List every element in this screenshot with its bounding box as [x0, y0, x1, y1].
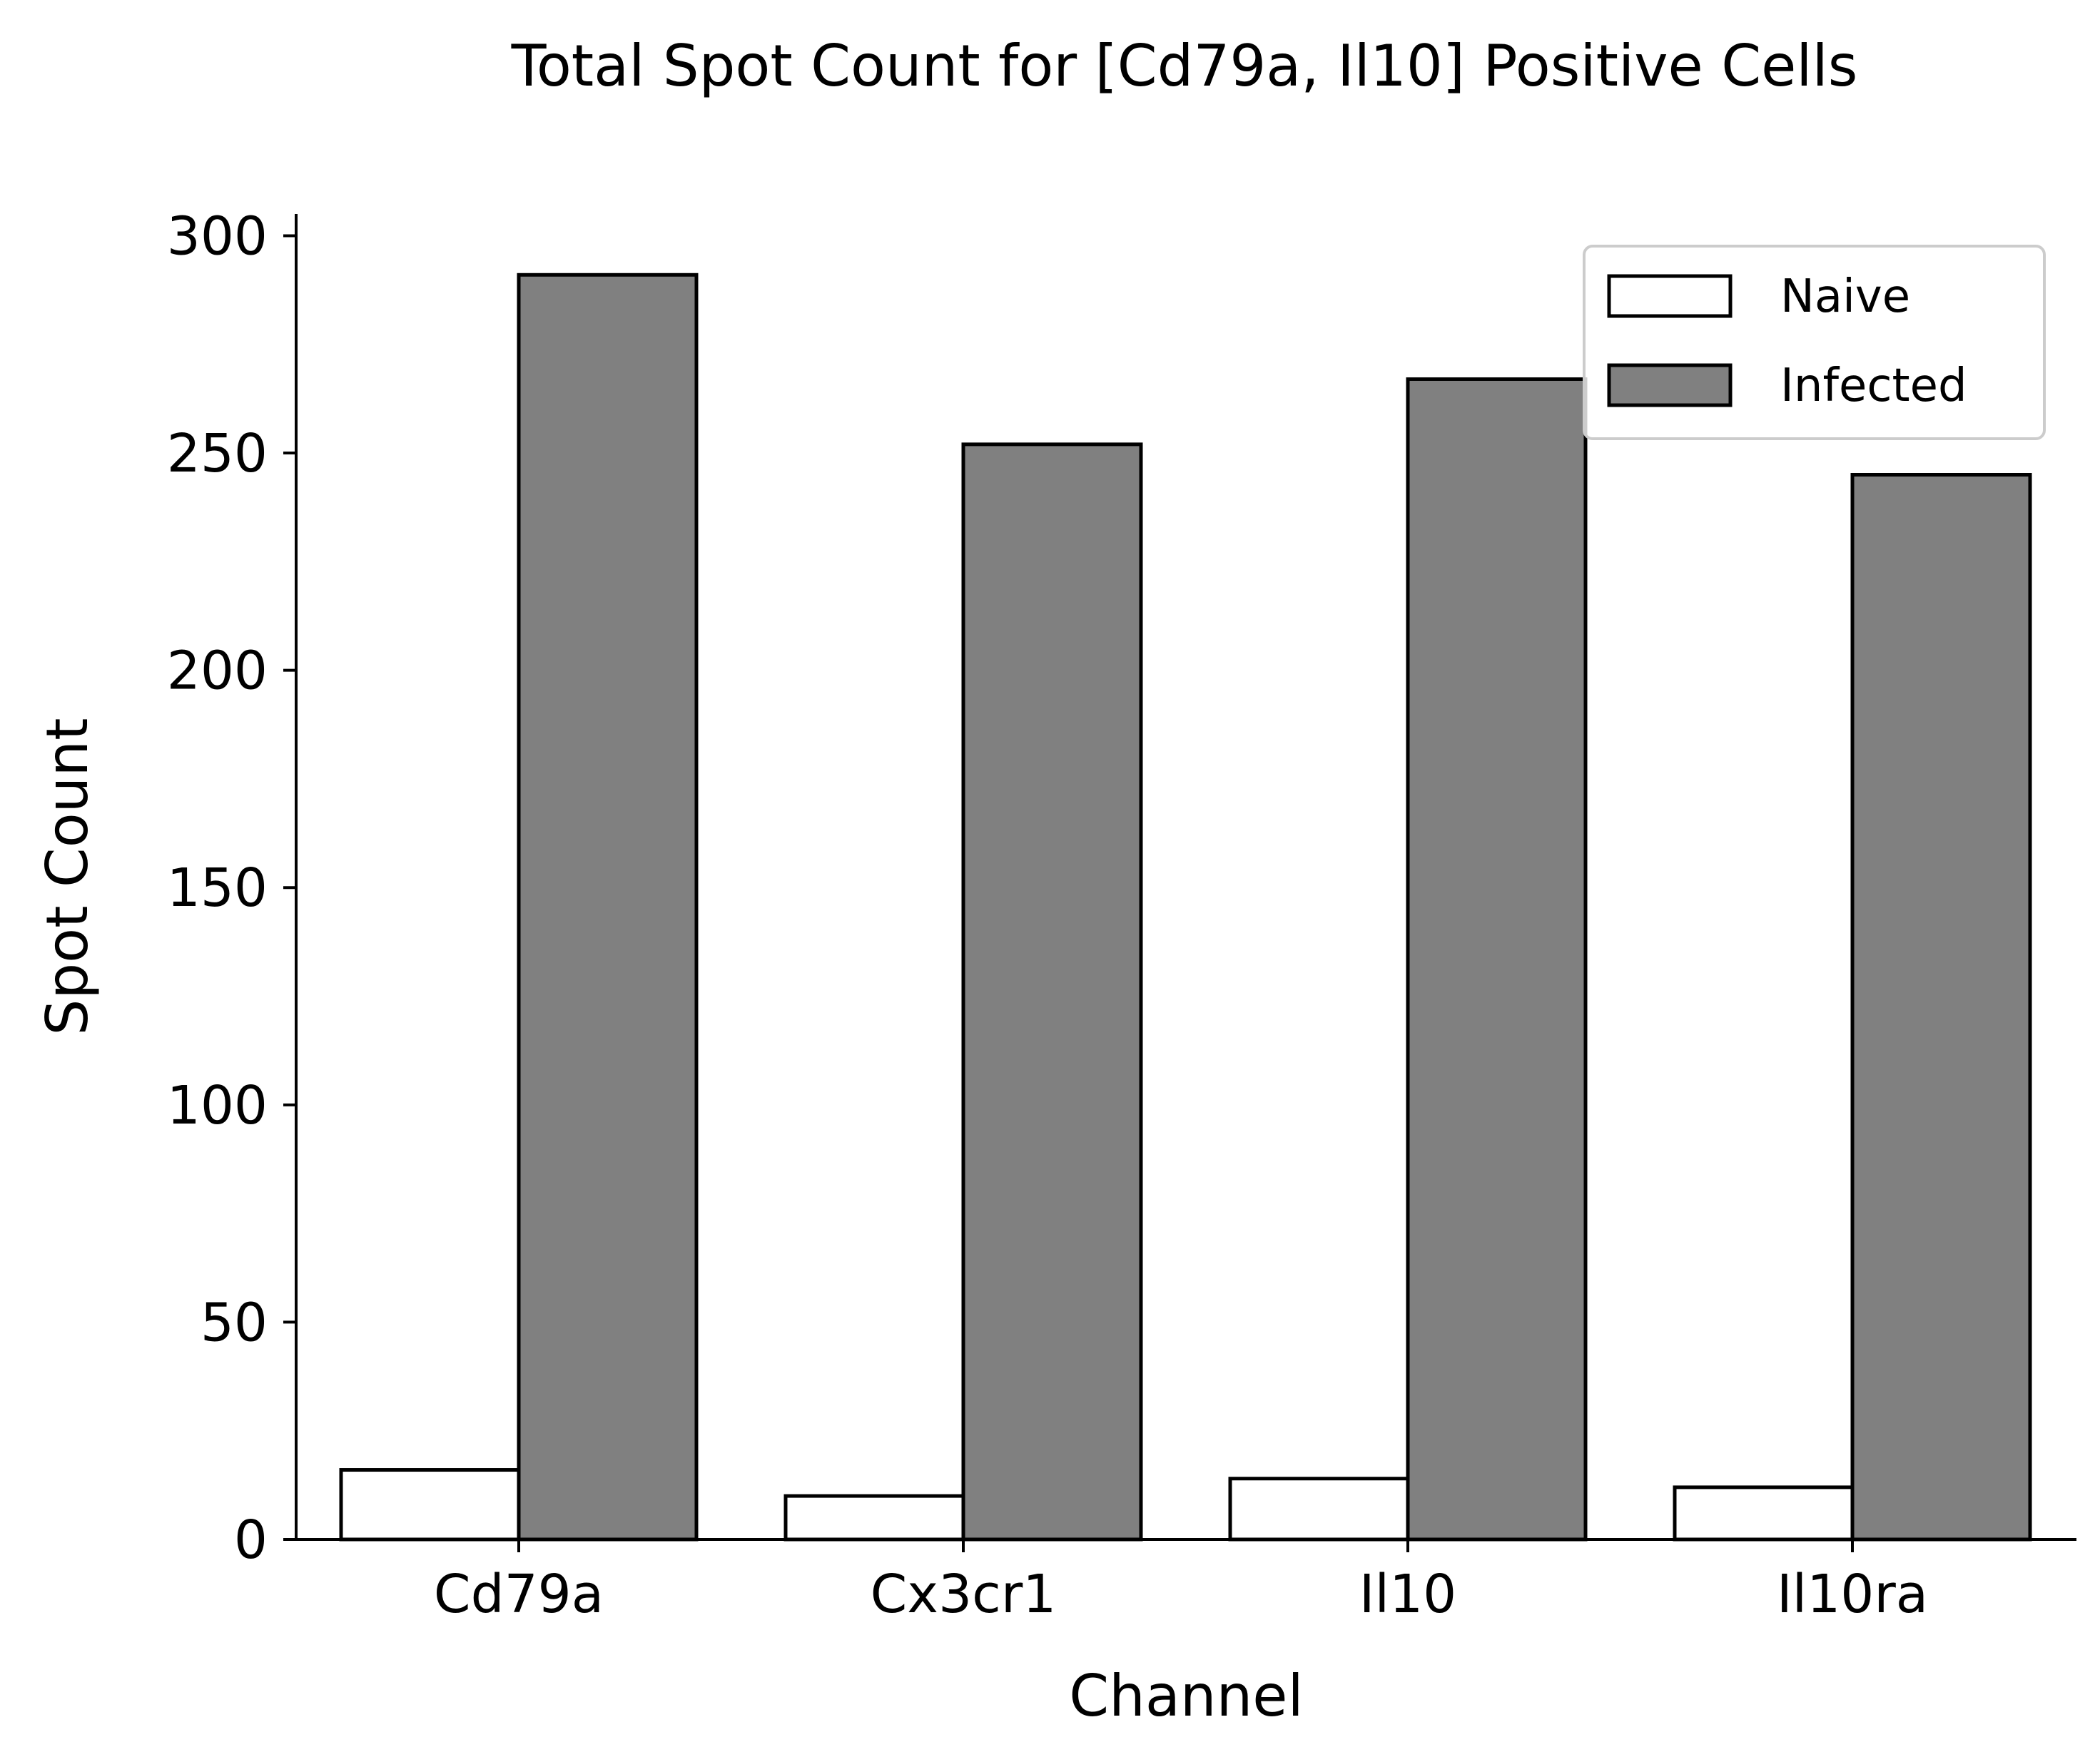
- plot-area: 0 50 100 150 200 250 300 Cd79a Cx3cr1 Il10 Il10ra: [167, 205, 2076, 1625]
- x-tick-label: Il10: [1359, 1564, 1457, 1625]
- y-tick-label: 50: [201, 1292, 268, 1353]
- x-tick-label: Cd79a: [434, 1564, 604, 1625]
- legend-swatch-infected: [1607, 363, 1733, 407]
- bar-infected-il10: [1406, 377, 1588, 1542]
- bar-naive-cd79a: [339, 1468, 521, 1542]
- bar-infected-cx3cr1: [961, 442, 1143, 1542]
- y-tick-label: 0: [234, 1509, 268, 1571]
- y-tick-label: 250: [167, 423, 268, 484]
- bar-naive-il10ra: [1673, 1485, 1855, 1542]
- legend: Naive Infected: [1583, 245, 2046, 440]
- y-tick-label: 200: [167, 641, 268, 702]
- bar-naive-cx3cr1: [783, 1494, 965, 1542]
- chart-title: Total Spot Count for [Cd79a, Il10] Posit…: [511, 33, 1858, 99]
- x-tick-label: Cx3cr1: [871, 1564, 1057, 1625]
- bar-infected-il10ra: [1850, 473, 2032, 1542]
- y-tick-label: 100: [167, 1075, 268, 1136]
- legend-items: Naive Infected: [1607, 270, 1967, 412]
- bar-infected-cd79a: [517, 273, 699, 1542]
- y-axis-label: Spot Count: [34, 718, 101, 1036]
- x-tick-label: Il10ra: [1777, 1564, 1928, 1625]
- legend-swatch-naive: [1607, 274, 1733, 318]
- y-tick-label: 300: [167, 205, 268, 267]
- legend-label-naive: Naive: [1780, 270, 1910, 323]
- legend-label-infected: Infected: [1780, 360, 1967, 412]
- bar-naive-il10: [1228, 1477, 1410, 1542]
- y-axis-ticks: 0 50 100 150 200 250 300: [167, 205, 296, 1571]
- y-tick-label: 150: [167, 857, 268, 919]
- x-axis-ticks: Cd79a Cx3cr1 Il10 Il10ra: [434, 1539, 1928, 1625]
- x-axis-label: Channel: [1069, 1663, 1303, 1729]
- bars: [339, 273, 2032, 1542]
